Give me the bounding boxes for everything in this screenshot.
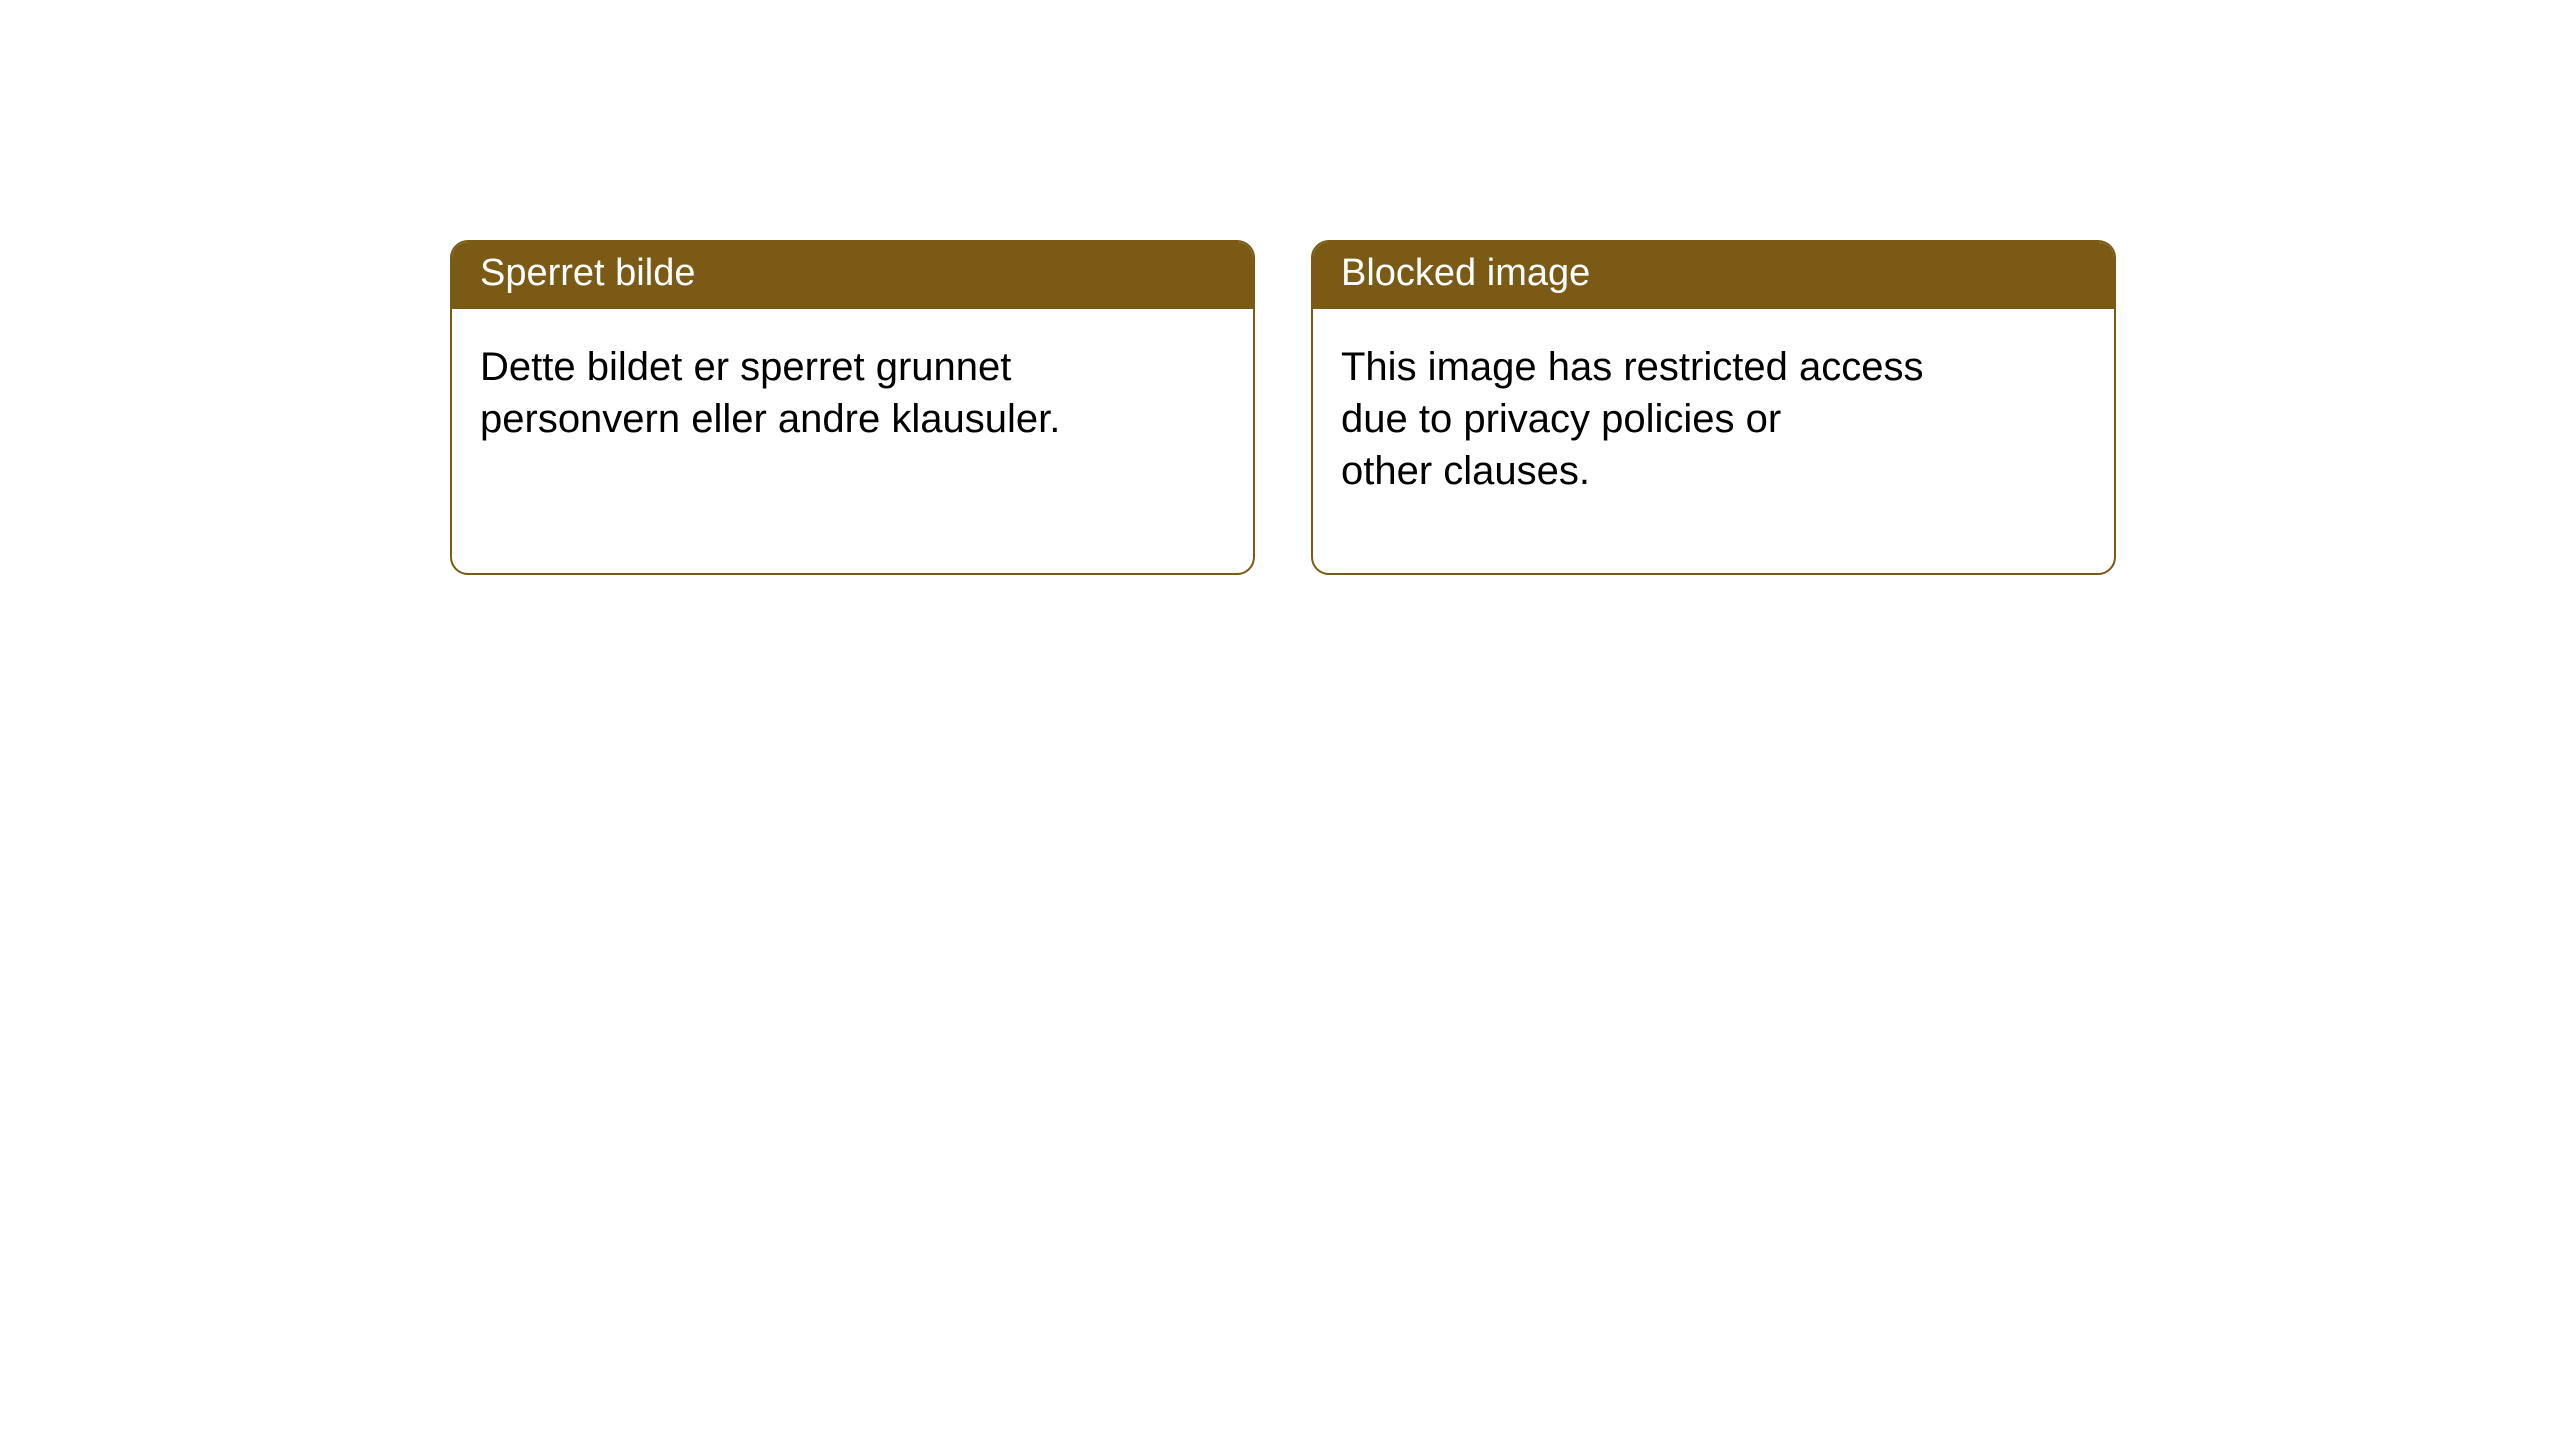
notice-header: Blocked image	[1313, 242, 2114, 309]
notice-body: Dette bildet er sperret grunnet personve…	[452, 309, 1132, 477]
notice-container: Sperret bilde Dette bildet er sperret gr…	[0, 0, 2560, 575]
notice-header: Sperret bilde	[452, 242, 1253, 309]
notice-body: This image has restricted access due to …	[1313, 309, 1993, 529]
notice-card-norwegian: Sperret bilde Dette bildet er sperret gr…	[450, 240, 1255, 575]
notice-card-english: Blocked image This image has restricted …	[1311, 240, 2116, 575]
